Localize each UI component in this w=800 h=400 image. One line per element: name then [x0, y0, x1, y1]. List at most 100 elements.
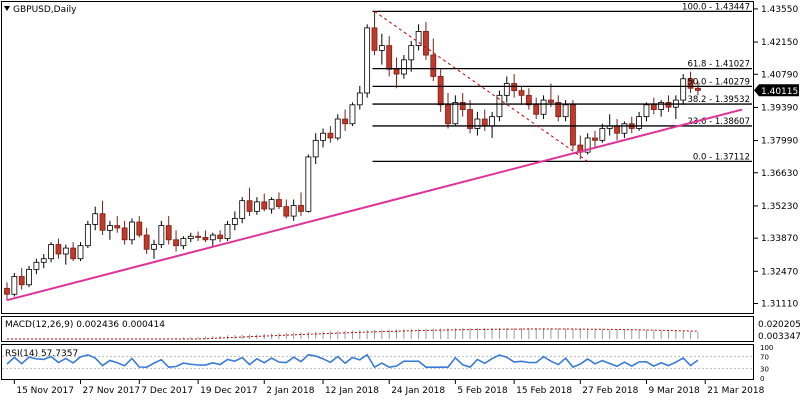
candle-body — [687, 78, 694, 89]
candle-body — [636, 116, 642, 129]
candle-body — [445, 104, 451, 125]
candle-body — [548, 99, 554, 103]
candle-body — [518, 90, 525, 96]
candle-body — [209, 234, 216, 241]
candle-body — [555, 102, 562, 118]
support-trendline — [6, 108, 743, 302]
candle-body — [99, 213, 106, 231]
candle-body — [533, 104, 540, 115]
candle-body — [496, 94, 503, 118]
rsi-tick-label: 100 — [760, 344, 773, 352]
macd-signal-line — [7, 328, 698, 340]
candle-body — [70, 247, 77, 260]
candle-body — [695, 87, 701, 91]
candle-body — [614, 125, 620, 134]
candle-body — [33, 261, 40, 270]
candle-body — [327, 132, 334, 139]
candle-body — [180, 238, 187, 247]
candle-body — [430, 54, 437, 77]
candle-body — [386, 45, 393, 70]
time-tick-label: 15 Feb 2018 — [516, 386, 572, 396]
time-tick-label: 9 Mar 2018 — [648, 386, 700, 396]
candle-body — [276, 199, 282, 208]
symbol-label: GBPUSD,Daily — [13, 5, 77, 15]
rsi-tick-label: 30 — [760, 366, 769, 374]
candle-body — [224, 223, 231, 239]
rsi-panel-frame — [1, 344, 754, 380]
dropdown-triangle-icon[interactable] — [4, 6, 10, 11]
candle-body — [665, 102, 672, 108]
candle-body — [452, 102, 459, 125]
candle-body — [84, 223, 91, 247]
candle-body — [173, 239, 179, 247]
candle-body — [129, 221, 135, 241]
candle-body — [253, 201, 260, 212]
candle-body — [437, 76, 444, 106]
price-axis: 1.43550 1.42150 1.40790 1.39390 1.37990 1.366… — [754, 5, 798, 309]
price-tick-label: 1.31110 — [761, 299, 798, 309]
candle-body — [592, 137, 598, 141]
candle-body — [342, 118, 349, 125]
candle-body — [62, 247, 69, 255]
price-tick-label: 1.32470 — [761, 267, 798, 277]
candle-body — [650, 104, 657, 110]
time-tick-label: 5 Feb 2018 — [457, 386, 508, 396]
price-panel-frame — [1, 1, 754, 314]
candle-body — [121, 227, 128, 241]
candle-body — [680, 78, 687, 101]
time-tick-label: 27 Feb 2018 — [582, 386, 638, 396]
candle-body — [334, 118, 341, 139]
candle-body — [107, 225, 113, 231]
candle-body — [165, 225, 172, 241]
price-series — [4, 11, 701, 301]
candle-body — [378, 45, 385, 51]
fib-level-label: 0.0 - 1.37112 — [693, 152, 750, 162]
candle-body — [92, 213, 99, 225]
candle-body — [349, 104, 356, 125]
candle-body — [158, 225, 165, 245]
candle-body — [239, 200, 246, 219]
candle-body — [151, 244, 157, 250]
rsi-series — [2, 353, 753, 370]
rsi-label: RSI(14) 57.7357 — [5, 349, 78, 359]
candle-body — [48, 244, 54, 260]
candle-body — [503, 83, 510, 96]
candle-body — [415, 31, 422, 47]
candle-body — [400, 59, 407, 75]
candle-body — [511, 83, 518, 92]
candle-body — [356, 92, 363, 106]
candle-body — [489, 116, 496, 127]
macd-panel-frame — [1, 316, 754, 342]
candle-body — [570, 104, 576, 146]
candle-body — [187, 235, 194, 239]
macd-series — [7, 328, 699, 340]
candle-body — [26, 268, 32, 286]
candle-body — [77, 245, 84, 260]
price-tick-label: 1.37990 — [761, 137, 798, 147]
retracement-dashed-line — [374, 10, 588, 162]
candle-body — [4, 287, 10, 295]
candle-body — [143, 234, 150, 250]
current-price-text: 1.40115 — [761, 87, 798, 97]
rsi-tick-label: 0 — [760, 375, 764, 383]
candle-body — [11, 276, 18, 295]
fib-level-label: 100.0 - 1.43447 — [682, 2, 750, 12]
candle-body — [114, 225, 121, 229]
candle-body — [261, 201, 268, 210]
candle-body — [364, 27, 371, 94]
candle-body — [371, 27, 378, 51]
candle-body — [320, 132, 326, 141]
fib-level-label: 23.6 - 1.38607 — [687, 117, 750, 127]
candle-body — [423, 31, 429, 56]
price-tick-label: 1.39390 — [761, 103, 798, 113]
candle-body — [599, 128, 606, 141]
fibonacci-levels: 100.0 - 1.43447 61.8 - 1.41027 50.0 - 1.40… — [372, 2, 752, 162]
candle-body — [459, 102, 466, 110]
candle-body — [312, 139, 319, 158]
candle-body — [584, 137, 591, 153]
candle-body — [467, 109, 473, 129]
time-tick-label: 15 Nov 2017 — [16, 386, 74, 396]
candle-body — [621, 123, 628, 134]
fib-level-label: 50.0 - 1.40279 — [687, 77, 750, 87]
price-tick-label: 1.35230 — [761, 202, 798, 212]
